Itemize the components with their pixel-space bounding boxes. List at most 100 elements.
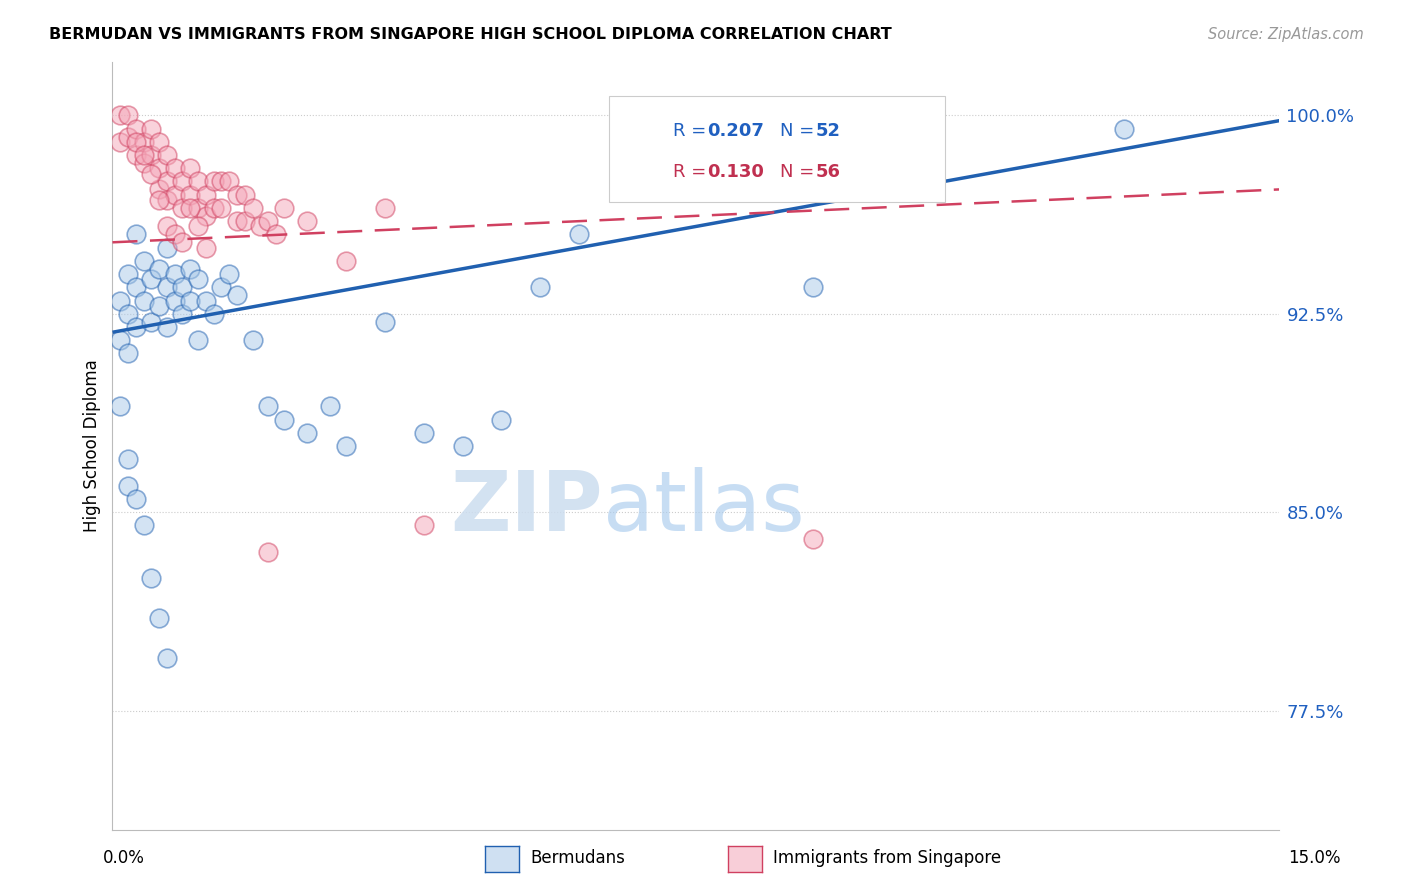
Point xyxy=(295,214,318,228)
Point xyxy=(187,333,209,347)
Point xyxy=(141,315,163,329)
Point xyxy=(156,219,179,234)
Point xyxy=(125,491,148,506)
Point xyxy=(257,214,280,228)
Point xyxy=(179,201,201,215)
Text: ZIP: ZIP xyxy=(450,467,603,548)
Point xyxy=(218,174,240,188)
Point xyxy=(194,209,217,223)
Text: 52: 52 xyxy=(815,122,841,140)
Point xyxy=(172,201,194,215)
Point xyxy=(141,571,163,585)
Point xyxy=(141,121,163,136)
Point xyxy=(163,267,186,281)
Point xyxy=(132,156,155,170)
Point xyxy=(568,227,591,242)
Point xyxy=(801,532,824,546)
Point xyxy=(194,241,217,255)
Point xyxy=(374,201,396,215)
Point xyxy=(117,108,139,122)
Point xyxy=(187,219,209,234)
Point xyxy=(172,307,194,321)
Text: N =: N = xyxy=(780,163,820,181)
Point xyxy=(273,201,295,215)
Point xyxy=(172,280,194,294)
Point xyxy=(156,320,179,334)
Y-axis label: High School Diploma: High School Diploma xyxy=(83,359,101,533)
Point xyxy=(156,193,179,207)
Point xyxy=(117,452,139,467)
Point xyxy=(412,425,434,440)
Text: Source: ZipAtlas.com: Source: ZipAtlas.com xyxy=(1208,27,1364,42)
Point xyxy=(141,167,163,181)
Point xyxy=(125,280,148,294)
Point xyxy=(148,161,170,176)
Text: 15.0%: 15.0% xyxy=(1288,849,1341,867)
Point xyxy=(233,187,256,202)
Point xyxy=(179,261,201,276)
Point xyxy=(110,135,132,149)
Text: 0.130: 0.130 xyxy=(707,163,763,181)
Point xyxy=(163,161,186,176)
Point xyxy=(110,400,132,414)
Point xyxy=(218,267,240,281)
Point xyxy=(163,187,186,202)
Point xyxy=(148,182,170,196)
Point xyxy=(125,135,148,149)
Point xyxy=(156,280,179,294)
Point xyxy=(257,400,280,414)
Point xyxy=(172,174,194,188)
Point xyxy=(179,161,201,176)
Point xyxy=(148,611,170,625)
Point xyxy=(226,187,249,202)
Point xyxy=(117,307,139,321)
Text: Immigrants from Singapore: Immigrants from Singapore xyxy=(773,849,1001,867)
Point xyxy=(179,187,201,202)
Point xyxy=(187,201,209,215)
Point xyxy=(194,187,217,202)
Point xyxy=(141,272,163,286)
Point xyxy=(148,261,170,276)
Point xyxy=(125,320,148,334)
Text: 0.0%: 0.0% xyxy=(103,849,145,867)
Point xyxy=(1112,121,1135,136)
Point xyxy=(194,293,217,308)
Point xyxy=(187,174,209,188)
Point xyxy=(202,307,225,321)
Point xyxy=(132,518,155,533)
Point xyxy=(117,478,139,492)
Point xyxy=(132,253,155,268)
Point xyxy=(226,288,249,302)
Point xyxy=(148,299,170,313)
Text: R =: R = xyxy=(673,163,713,181)
Point xyxy=(491,412,513,426)
Point xyxy=(110,108,132,122)
Point xyxy=(187,272,209,286)
Point xyxy=(335,253,357,268)
Point xyxy=(117,129,139,144)
Text: N =: N = xyxy=(780,122,820,140)
Point xyxy=(226,214,249,228)
Point xyxy=(202,201,225,215)
Point xyxy=(529,280,551,294)
Point xyxy=(257,545,280,559)
Point xyxy=(125,227,148,242)
Point xyxy=(132,148,155,162)
Text: atlas: atlas xyxy=(603,467,804,548)
Point xyxy=(412,518,434,533)
Point xyxy=(156,650,179,665)
Point xyxy=(335,439,357,453)
Text: 0.207: 0.207 xyxy=(707,122,763,140)
Point xyxy=(148,135,170,149)
Point xyxy=(156,241,179,255)
Text: 56: 56 xyxy=(815,163,841,181)
Point xyxy=(233,214,256,228)
Point xyxy=(202,174,225,188)
Text: R =: R = xyxy=(673,122,713,140)
Text: BERMUDAN VS IMMIGRANTS FROM SINGAPORE HIGH SCHOOL DIPLOMA CORRELATION CHART: BERMUDAN VS IMMIGRANTS FROM SINGAPORE HI… xyxy=(49,27,891,42)
Point xyxy=(156,174,179,188)
Point xyxy=(163,293,186,308)
Point xyxy=(110,293,132,308)
Point xyxy=(141,148,163,162)
Point xyxy=(209,280,232,294)
